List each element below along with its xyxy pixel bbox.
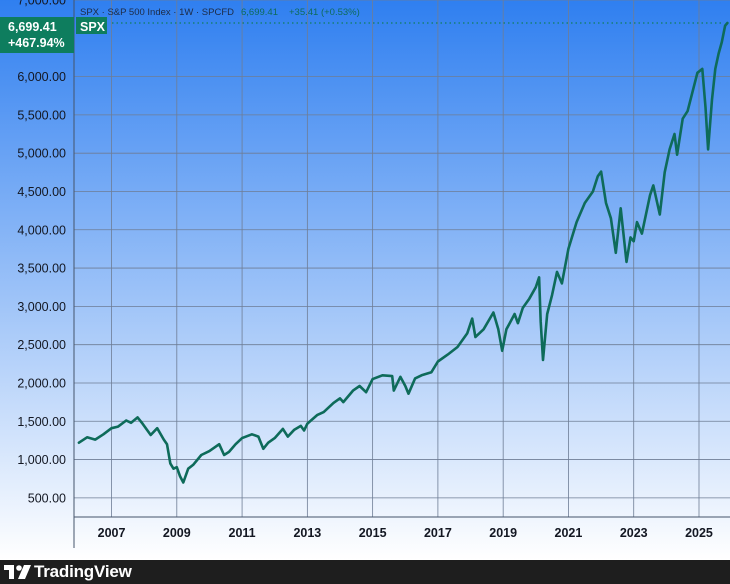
x-axis-ticks: 2007 2009 2011 2013 2015 2017 2019 2021 2023 2025 <box>98 526 713 540</box>
series-line-spx <box>77 21 729 484</box>
symbol-tag: SPX <box>80 20 106 34</box>
y-tick-label: 3,000.00 <box>17 300 66 314</box>
x-tick-label: 2019 <box>489 526 517 540</box>
y-tick-label: 3,500.00 <box>17 262 66 276</box>
price-badge-change: +467.94% <box>8 36 65 50</box>
price-badge-value: 6,699.41 <box>8 20 57 34</box>
y-tick-label: 6,000.00 <box>17 70 66 84</box>
tradingview-logo-icon[interactable] <box>4 563 32 581</box>
price-badge: 6,699.41 +467.94% SPX <box>0 17 107 53</box>
y-tick-label: 7,000.00 <box>17 0 66 8</box>
symbol-tag-background <box>76 17 107 34</box>
x-tick-label: 2015 <box>359 526 387 540</box>
footer-bar: TradingView <box>0 560 730 584</box>
x-tick-label: 2025 <box>685 526 713 540</box>
y-tick-label: 4,500.00 <box>17 185 66 199</box>
price-chart[interactable]: 7,000.00 6,000.00 5,500.00 5,000.00 4,500.00… <box>0 0 730 560</box>
y-tick-label: 4,000.00 <box>17 223 66 237</box>
price-badge-background <box>0 17 74 53</box>
axes <box>73 0 730 548</box>
x-tick-label: 2023 <box>620 526 648 540</box>
symbol-header: SPX · S&P 500 Index · 1W · SPCFD 6,699.4… <box>80 7 360 18</box>
y-tick-label: 500.00 <box>28 491 66 505</box>
header-change: +35.41 (+0.53%) <box>289 7 360 18</box>
y-tick-label: 5,500.00 <box>17 108 66 122</box>
tradingview-brand-label[interactable]: TradingView <box>34 562 132 581</box>
y-tick-label: 1,000.00 <box>17 453 66 467</box>
header-last-value: 6,699.41 <box>241 7 278 18</box>
x-tick-label: 2011 <box>229 526 256 540</box>
y-tick-label: 1,500.00 <box>17 415 66 429</box>
x-tick-label: 2007 <box>98 526 126 540</box>
x-tick-label: 2021 <box>555 526 583 540</box>
x-tick-label: 2013 <box>293 526 321 540</box>
chart-background <box>0 0 730 560</box>
y-tick-label: 2,500.00 <box>17 338 66 352</box>
symbol-description: SPX · S&P 500 Index · 1W · SPCFD <box>80 7 234 18</box>
x-tick-label: 2017 <box>424 526 452 540</box>
y-axis-ticks: 7,000.00 6,000.00 5,500.00 5,000.00 4,500.00… <box>17 0 66 505</box>
grid-lines <box>74 0 730 517</box>
y-tick-label: 2,000.00 <box>17 376 66 390</box>
y-tick-label: 5,000.00 <box>17 147 66 161</box>
x-tick-label: 2009 <box>163 526 191 540</box>
